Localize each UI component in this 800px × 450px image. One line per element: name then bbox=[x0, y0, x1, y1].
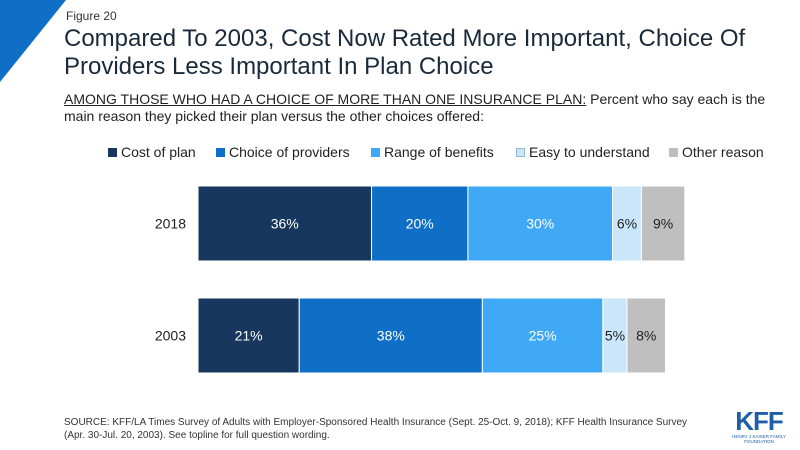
data-label: 5% bbox=[605, 328, 625, 344]
legend-item: Range of benefits bbox=[371, 144, 494, 160]
legend-label: Range of benefits bbox=[384, 144, 494, 160]
legend-label: Easy to understand bbox=[529, 144, 650, 160]
data-label: 36% bbox=[271, 216, 299, 232]
data-label: 21% bbox=[235, 328, 263, 344]
chart-title: Compared To 2003, Cost Now Rated More Im… bbox=[64, 25, 746, 80]
subtitle-rest: Percent who say each is the main reason … bbox=[64, 91, 766, 124]
logo-subtext: HENRY J KAISER FAMILY FOUNDATION bbox=[732, 434, 786, 444]
bar-segment bbox=[626, 297, 667, 374]
data-label: 6% bbox=[617, 216, 637, 232]
logo-mark: KFF bbox=[735, 406, 784, 436]
legend-label: Other reason bbox=[682, 144, 764, 160]
legend-swatch bbox=[108, 147, 117, 157]
legend-swatch bbox=[516, 147, 525, 157]
chart-subtitle: AMONG THOSE WHO HAD A CHOICE OF MORE THA… bbox=[64, 91, 784, 125]
bar-segment bbox=[197, 297, 300, 374]
data-label: 38% bbox=[377, 328, 405, 344]
category-label: 2018 bbox=[155, 216, 186, 232]
legend-swatch bbox=[669, 147, 678, 157]
bar-segment bbox=[467, 185, 614, 262]
bar-segment bbox=[612, 185, 642, 262]
bar-segment bbox=[481, 297, 604, 374]
kff-logo: KFF HENRY J KAISER FAMILY FOUNDATION bbox=[729, 408, 789, 444]
data-label: 20% bbox=[406, 216, 434, 232]
category-label: 2003 bbox=[155, 328, 186, 344]
source-note: SOURCE: KFF/LA Times Survey of Adults wi… bbox=[64, 417, 688, 441]
legend-item: Other reason bbox=[669, 144, 764, 160]
legend-swatch bbox=[216, 147, 225, 157]
data-label: 25% bbox=[529, 328, 557, 344]
legend-item: Cost of plan bbox=[108, 144, 196, 160]
legend-label: Choice of providers bbox=[229, 144, 350, 160]
bar-segment bbox=[298, 297, 483, 374]
figure-label: Figure 20 bbox=[66, 9, 117, 23]
legend-item: Easy to understand bbox=[516, 144, 650, 160]
corner-accent-triangle bbox=[0, 0, 66, 82]
subtitle-lead: AMONG THOSE WHO HAD A CHOICE OF MORE THA… bbox=[64, 91, 587, 107]
data-label: 9% bbox=[653, 216, 673, 232]
bar-segment bbox=[371, 185, 469, 262]
bar-segment bbox=[197, 185, 373, 262]
legend-swatch bbox=[371, 147, 380, 157]
data-label: 8% bbox=[636, 328, 656, 344]
legend-label: Cost of plan bbox=[121, 144, 196, 160]
bar-segment bbox=[602, 297, 628, 374]
legend-item: Choice of providers bbox=[216, 144, 350, 160]
data-label: 30% bbox=[526, 216, 554, 232]
bar-segment bbox=[640, 185, 686, 262]
